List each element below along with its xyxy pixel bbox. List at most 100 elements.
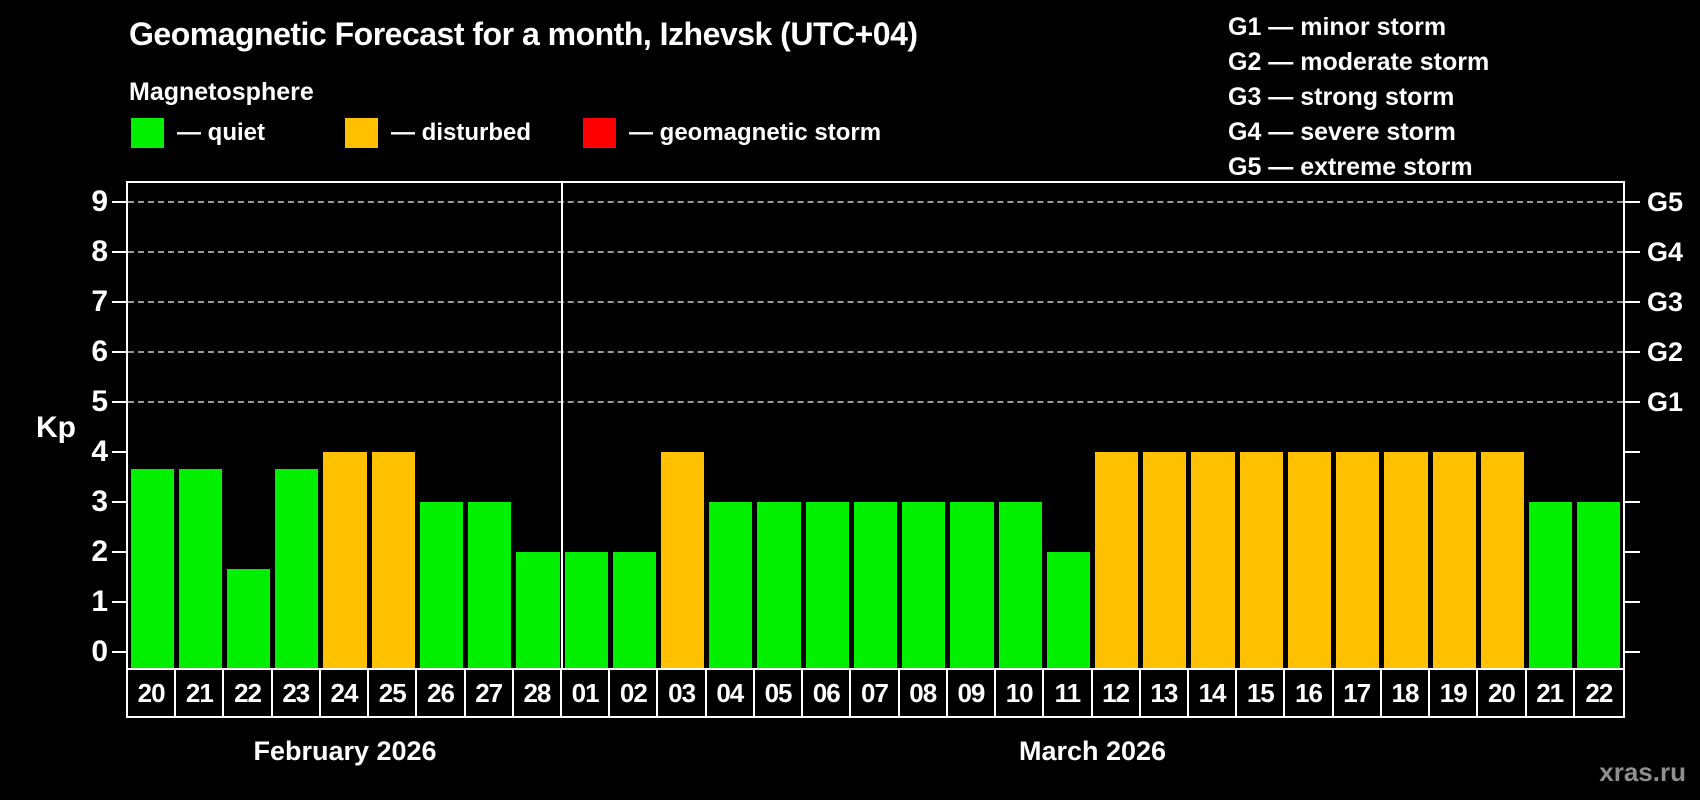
kp-bar-22-day-13 bbox=[1143, 452, 1187, 668]
storm-scale-g2: G2 — moderate storm bbox=[1228, 48, 1490, 76]
legend-label-disturbed: — disturbed bbox=[391, 119, 532, 146]
legend-item-storm: — geomagnetic storm bbox=[583, 118, 881, 148]
day-cell-27: 18 bbox=[1382, 670, 1431, 716]
storm-scale-legend: G1 — minor storm G2 — moderate storm G3 … bbox=[1228, 10, 1489, 185]
gridline-kp5 bbox=[128, 401, 1623, 403]
kp-bar-1-day-20 bbox=[130, 468, 174, 668]
day-cell-9: 28 bbox=[514, 670, 563, 716]
day-cell-14: 05 bbox=[755, 670, 804, 716]
storm-scale-g3: G3 — strong storm bbox=[1228, 83, 1455, 111]
right-tick-2 bbox=[1625, 551, 1640, 553]
day-cell-10: 01 bbox=[562, 670, 611, 716]
kp-bar-10-day-01 bbox=[564, 552, 608, 668]
kp-bar-23-day-14 bbox=[1191, 452, 1235, 668]
kp-bar-28-day-19 bbox=[1432, 452, 1476, 668]
right-tick-5 bbox=[1625, 401, 1640, 403]
kp-bar-19-day-10 bbox=[998, 502, 1042, 668]
storm-scale-g5: G5 — extreme storm bbox=[1228, 153, 1473, 181]
kp-bar-8-day-27 bbox=[468, 502, 512, 668]
day-cell-20: 11 bbox=[1044, 670, 1093, 716]
right-tick-6 bbox=[1625, 351, 1640, 353]
right-tick-0 bbox=[1625, 651, 1640, 653]
kp-bar-16-day-07 bbox=[853, 502, 898, 668]
day-cell-26: 17 bbox=[1334, 670, 1382, 716]
day-cell-23: 14 bbox=[1189, 670, 1238, 716]
kp-bar-27-day-18 bbox=[1384, 452, 1428, 668]
gridline-kp9 bbox=[128, 201, 1623, 203]
day-cell-7: 26 bbox=[417, 670, 466, 716]
y-tick-label-7: 7 bbox=[91, 285, 108, 318]
day-cell-15: 06 bbox=[803, 670, 852, 716]
y-tick-label-1: 1 bbox=[91, 585, 108, 618]
kp-bar-12-day-03 bbox=[660, 452, 705, 668]
kp-bar-2-day-21 bbox=[178, 468, 222, 668]
y-tick-label-0: 0 bbox=[91, 635, 108, 668]
kp-bar-5-day-24 bbox=[323, 452, 367, 668]
day-cell-2: 21 bbox=[176, 670, 225, 716]
y-tick-label-8: 8 bbox=[91, 235, 108, 268]
day-cell-11: 02 bbox=[610, 670, 659, 716]
day-cell-3: 22 bbox=[224, 670, 273, 716]
kp-bar-9-day-28 bbox=[516, 552, 560, 668]
day-cell-22: 13 bbox=[1141, 670, 1189, 716]
right-axis-label-g5: G5 bbox=[1647, 187, 1684, 217]
day-cell-25: 16 bbox=[1285, 670, 1334, 716]
y-tick-4 bbox=[112, 451, 126, 453]
kp-bar-29-day-20 bbox=[1480, 452, 1525, 668]
right-axis-label-g2: G2 bbox=[1647, 337, 1684, 367]
gridline-kp6 bbox=[128, 351, 1623, 353]
watermark: xras.ru bbox=[1599, 757, 1686, 787]
legend-item-disturbed: — disturbed bbox=[345, 118, 531, 148]
kp-bar-24-day-15 bbox=[1239, 452, 1283, 668]
day-cell-13: 04 bbox=[707, 670, 755, 716]
day-cell-28: 19 bbox=[1430, 670, 1479, 716]
y-tick-8 bbox=[112, 251, 126, 253]
y-tick-6 bbox=[112, 351, 126, 353]
storm-scale-g4: G4 — severe storm bbox=[1228, 118, 1456, 146]
kp-bar-15-day-06 bbox=[805, 502, 849, 668]
y-tick-label-3: 3 bbox=[91, 485, 108, 518]
y-tick-label-4: 4 bbox=[91, 435, 108, 468]
y-tick-label-9: 9 bbox=[91, 185, 108, 218]
kp-bar-7-day-26 bbox=[419, 502, 464, 668]
day-cell-16: 07 bbox=[851, 670, 900, 716]
right-tick-3 bbox=[1625, 501, 1640, 503]
y-tick-label-2: 2 bbox=[91, 535, 108, 568]
day-cell-24: 15 bbox=[1237, 670, 1286, 716]
day-cell-1: 20 bbox=[128, 670, 177, 716]
right-tick-4 bbox=[1625, 451, 1640, 453]
legend-label-storm: — geomagnetic storm bbox=[629, 119, 882, 146]
month-separator bbox=[561, 183, 564, 668]
disturbed-swatch-icon bbox=[345, 118, 378, 148]
y-tick-1 bbox=[112, 601, 126, 603]
right-tick-8 bbox=[1625, 251, 1640, 253]
y-tick-7 bbox=[112, 301, 126, 303]
y-tick-3 bbox=[112, 501, 126, 503]
right-tick-9 bbox=[1625, 201, 1640, 203]
day-cell-6: 25 bbox=[369, 670, 418, 716]
gridline-kp7 bbox=[128, 301, 1623, 303]
legend-item-quiet: — quiet bbox=[131, 118, 265, 148]
kp-bar-3-day-22 bbox=[226, 568, 271, 668]
right-axis-label-g1: G1 bbox=[1647, 387, 1684, 417]
y-tick-5 bbox=[112, 401, 126, 403]
kp-bar-30-day-21 bbox=[1529, 502, 1573, 668]
y-tick-label-5: 5 bbox=[91, 385, 108, 418]
kp-bar-14-day-05 bbox=[757, 502, 801, 668]
day-cell-31: 22 bbox=[1585, 677, 1613, 708]
kp-bar-21-day-12 bbox=[1095, 452, 1139, 668]
month-label-march: March 2026 bbox=[1018, 736, 1167, 766]
plot-area bbox=[126, 181, 1625, 670]
kp-bar-31-day-22 bbox=[1577, 502, 1621, 668]
day-cell-17: 08 bbox=[900, 670, 948, 716]
y-axis-title: Kp bbox=[36, 411, 76, 444]
quiet-swatch-icon bbox=[131, 118, 164, 148]
kp-bar-4-day-23 bbox=[275, 468, 319, 668]
kp-bar-18-day-09 bbox=[950, 502, 994, 668]
kp-bar-25-day-16 bbox=[1287, 452, 1332, 668]
right-axis-label-g3: G3 bbox=[1647, 287, 1684, 317]
y-tick-9 bbox=[112, 201, 126, 203]
right-axis-label-g4: G4 bbox=[1647, 237, 1684, 267]
day-cell-29: 20 bbox=[1478, 670, 1527, 716]
x-axis-day-strip: 20 21 22 23 24 25 26 27 28 01 02 03 04 05 06 07 08 09 10 11… bbox=[126, 668, 1625, 718]
